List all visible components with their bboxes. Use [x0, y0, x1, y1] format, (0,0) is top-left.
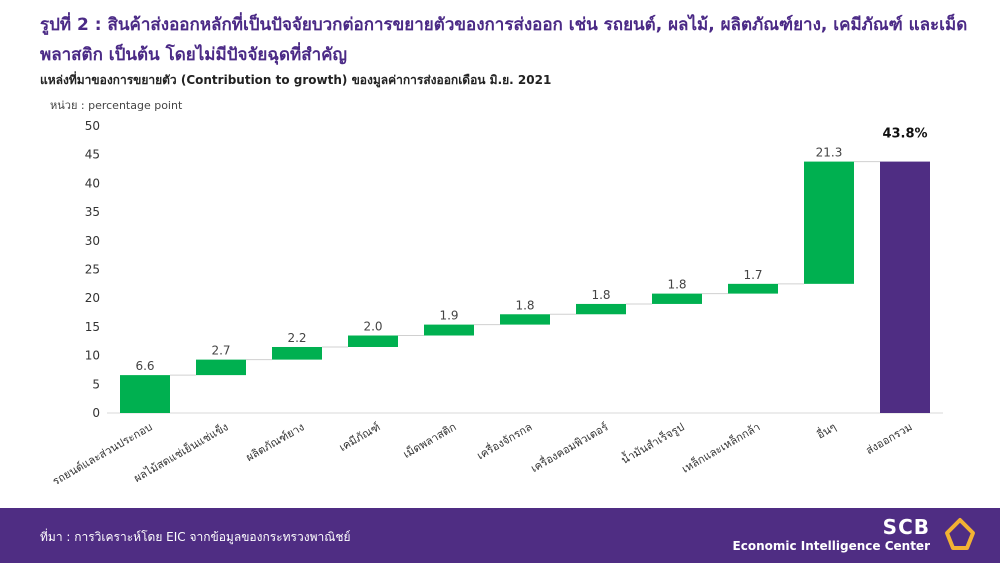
footer-bar: ที่มา : การวิเคราะห์โดย EIC จากข้อมูลของ… [0, 508, 1000, 563]
data-label: 2.0 [363, 320, 382, 334]
bar [196, 359, 246, 376]
scb-logo-icon [945, 518, 975, 550]
x-axis: รถยนต์และส่วนประกอบผลไม้สดแช่เย็นแช่แข็ง… [50, 419, 914, 488]
data-label: 21.3 [816, 146, 843, 160]
brand-name: SCB [882, 515, 930, 539]
y-tick-label: 30 [85, 234, 100, 248]
y-tick-label: 40 [85, 176, 100, 190]
chart-title: รูปที่ 2 : สินค้าส่งออกหลักที่เป็นปัจจัย… [40, 15, 968, 65]
x-tick-label: อื่นๆ [814, 419, 839, 442]
data-label: 6.6 [135, 359, 154, 373]
bar [424, 324, 474, 336]
bar [500, 314, 550, 325]
x-tick-label: เม็ดพลาสติก [401, 419, 459, 461]
x-tick-label: น้ำมันสำเร็จรูป [618, 419, 686, 467]
brand-subtitle: Economic Intelligence Center [732, 539, 930, 553]
y-tick-label: 50 [85, 119, 100, 133]
x-tick-label: เครื่องคอมพิวเตอร์ [528, 419, 611, 476]
data-label: 1.8 [515, 298, 534, 312]
source-note: ที่มา : การวิเคราะห์โดย EIC จากข้อมูลของ… [40, 530, 351, 544]
data-label: 1.9 [439, 309, 458, 323]
x-tick-label: เครื่องจักรกล [474, 419, 535, 463]
bar [804, 161, 854, 284]
bar [652, 293, 702, 304]
data-label: 1.7 [743, 268, 762, 282]
connector-lines [170, 161, 880, 376]
y-tick-label: 10 [85, 349, 100, 363]
data-labels: 6.6 2.7 2.2 2.0 1.9 1.8 1.8 1.8 1.7 21.3 43.8% [135, 127, 927, 374]
data-label: 1.8 [667, 278, 686, 292]
chart-subtitle: แหล่งที่มาของการขยายตัว (Contribution to… [40, 73, 552, 87]
x-tick-label: เหล็กและเหล็กกล้า [679, 419, 762, 475]
y-tick-label: 0 [92, 406, 100, 420]
x-tick-label: ส่งออกรวม [864, 420, 915, 457]
bar [576, 303, 626, 315]
x-tick-label: ผลิตภัณฑ์ยาง [244, 420, 307, 464]
bar [348, 335, 398, 347]
data-label: 1.8 [591, 288, 610, 302]
y-tick-label: 20 [85, 291, 100, 305]
y-tick-label: 35 [85, 205, 100, 219]
data-label: 43.8% [882, 127, 927, 142]
bar [880, 161, 930, 413]
y-tick-label: 25 [85, 263, 100, 277]
y-axis: 0 5 10 15 20 25 30 35 40 45 50 [85, 119, 100, 420]
data-label: 2.2 [287, 331, 306, 345]
bar [272, 346, 322, 360]
data-label: 2.7 [211, 344, 230, 358]
y-tick-label: 45 [85, 148, 100, 162]
x-tick-label: เคมีภัณฑ์ [337, 420, 382, 454]
unit-label: หน่วย : percentage point [50, 99, 183, 112]
waterfall-chart: 0 5 10 15 20 25 30 35 40 45 50 6.6 2.7 2.2 2.0 1.9 1.8 1… [50, 119, 943, 488]
y-tick-label: 5 [92, 377, 100, 391]
bar [120, 375, 170, 413]
brand-block: SCB Economic Intelligence Center [733, 516, 930, 554]
y-tick-label: 15 [85, 320, 100, 334]
bar [728, 283, 778, 294]
bar-series [120, 161, 930, 413]
